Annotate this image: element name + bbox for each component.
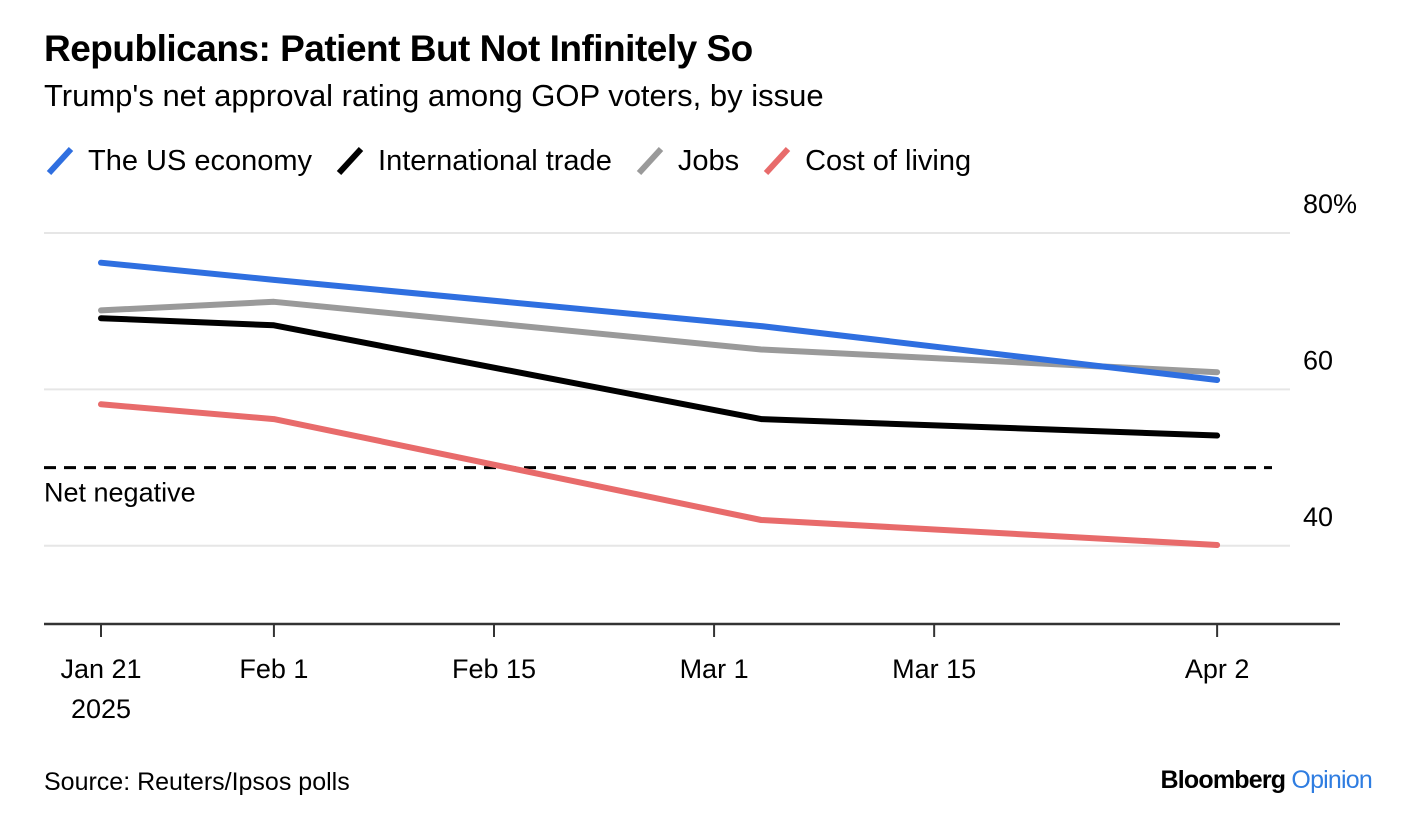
legend-label-trade: International trade bbox=[378, 144, 612, 177]
legend-line-trade bbox=[336, 146, 364, 176]
net-negative-label: Net negative bbox=[44, 478, 196, 508]
x-tick-label-jan-21: Jan 21 bbox=[60, 654, 141, 684]
y-tick-label-80: 80% bbox=[1303, 189, 1357, 219]
legend-item-cost-of-living: Cost of living bbox=[761, 144, 971, 178]
legend: The US economy International trade Jobs … bbox=[44, 144, 993, 178]
series-line-international-trade bbox=[98, 315, 1221, 439]
source-note: Source: Reuters/Ipsos polls bbox=[44, 768, 350, 796]
x-tick-sublabel: 2025 bbox=[71, 694, 131, 724]
chart-title: Republicans: Patient But Not Infinitely … bbox=[44, 28, 753, 69]
legend-item-jobs: Jobs bbox=[634, 144, 739, 178]
legend-line-economy bbox=[46, 146, 74, 176]
x-tick-label-feb-1: Feb 1 bbox=[239, 654, 308, 684]
legend-line-cost-of-living bbox=[763, 146, 791, 176]
reference-line-group: Net negative bbox=[44, 466, 1272, 508]
series-line-jobs bbox=[98, 298, 1221, 376]
legend-label-economy: The US economy bbox=[88, 144, 313, 177]
legend-item-economy: The US economy bbox=[44, 144, 312, 178]
y-tick-label-40: 40 bbox=[1303, 502, 1333, 532]
x-tick-label-mar-15: Mar 15 bbox=[892, 654, 976, 684]
brand-accent: Opinion bbox=[1291, 766, 1372, 794]
series-line-the-us-economy bbox=[98, 259, 1221, 383]
legend-label-jobs: Jobs bbox=[677, 144, 740, 177]
chart-subtitle: Trump's net approval rating among GOP vo… bbox=[44, 78, 824, 113]
legend-swatch-cost-of-living bbox=[763, 146, 791, 176]
x-axis: Jan 21 2025 Feb 1 Feb 15 Mar 1 Mar 15 Apr 2 bbox=[44, 622, 1340, 724]
legend-swatch-jobs bbox=[636, 146, 664, 176]
legend-label-cost-of-living: Cost of living bbox=[805, 144, 972, 177]
legend-item-trade: International trade bbox=[334, 144, 612, 178]
x-tick-label-mar-1: Mar 1 bbox=[680, 654, 749, 684]
gridlines bbox=[44, 232, 1290, 547]
brand-logo: Bloomberg Opinion bbox=[1160, 766, 1373, 795]
legend-line-jobs bbox=[636, 146, 664, 176]
legend-swatch-trade bbox=[336, 146, 364, 176]
brand-main: Bloomberg bbox=[1160, 766, 1287, 794]
series-lines bbox=[98, 259, 1221, 548]
x-tick-label-feb-15: Feb 15 bbox=[452, 654, 536, 684]
x-tick-label-apr-2: Apr 2 bbox=[1185, 654, 1250, 684]
legend-swatch-economy bbox=[46, 146, 74, 176]
y-axis-labels: 80% 60 40 bbox=[1303, 189, 1357, 532]
y-tick-label-60: 60 bbox=[1303, 345, 1333, 375]
series-line-cost-of-living bbox=[98, 401, 1221, 548]
